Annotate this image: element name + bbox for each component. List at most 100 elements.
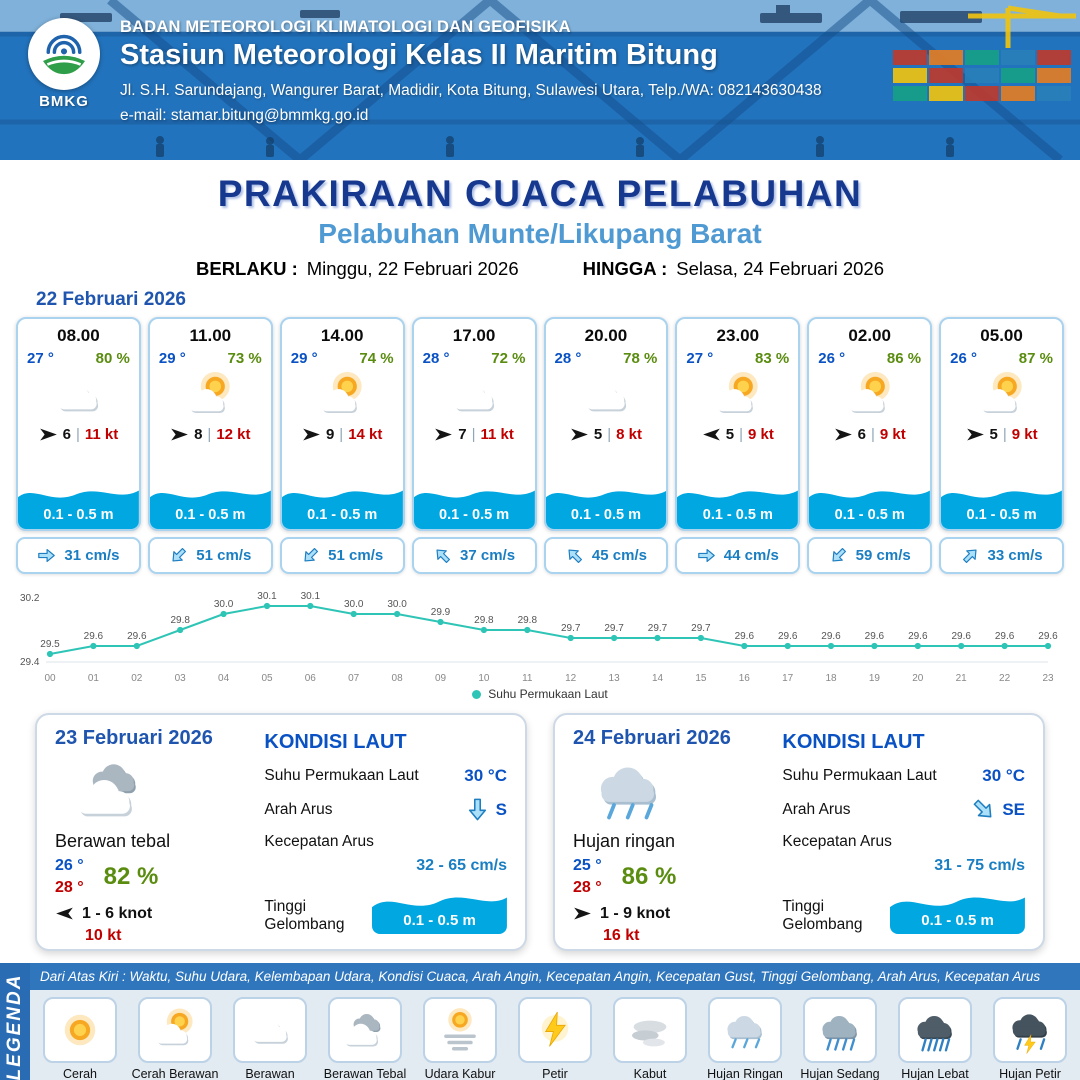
wind-row: 9 | 14 kt bbox=[282, 425, 403, 444]
weather-icon bbox=[18, 368, 139, 424]
current-speed: 51 cm/s bbox=[196, 547, 252, 564]
chart-legend-label: Suhu Permukaan Laut bbox=[488, 687, 608, 701]
legend-item-label: Hujan Lebat bbox=[901, 1067, 969, 1080]
wave-height-band: 0.1 - 0.5 m bbox=[545, 479, 667, 529]
legend-item: Kabut bbox=[605, 997, 695, 1080]
svg-text:29.6: 29.6 bbox=[84, 631, 104, 642]
humidity: 86 % bbox=[621, 862, 677, 890]
wind-row: 5 | 8 kt bbox=[546, 425, 667, 444]
temp-max: 28 ° bbox=[573, 878, 602, 896]
svg-text:05: 05 bbox=[261, 673, 273, 684]
sst-chart-section: 30.2 29.4 29.5 00 29.6 01 29.6 02 29.8 03 30.0 04 30… bbox=[18, 582, 1062, 701]
current-box: 59 cm/s bbox=[807, 537, 933, 574]
legend-item-label: Cerah bbox=[62, 1067, 98, 1080]
legend-item: Cerah Berawan bbox=[130, 997, 220, 1080]
sst-label: Suhu Permukaan Laut bbox=[782, 767, 937, 784]
svg-text:21: 21 bbox=[956, 673, 968, 684]
humidity: 72 % bbox=[491, 350, 526, 367]
wind-gust: 16 kt bbox=[603, 927, 640, 945]
svg-text:29.6: 29.6 bbox=[1038, 631, 1058, 642]
wind-speed: 5 bbox=[989, 426, 998, 443]
sea-conditions-title: KONDISI LAUT bbox=[782, 731, 925, 753]
legend-weather-icon bbox=[803, 997, 877, 1063]
wind-speed: 6 bbox=[62, 426, 71, 443]
svg-text:04: 04 bbox=[218, 673, 230, 684]
svg-text:22: 22 bbox=[999, 673, 1011, 684]
svg-text:15: 15 bbox=[695, 673, 707, 684]
legend-weather-icon bbox=[898, 997, 972, 1063]
wind-row: 5 | 9 kt bbox=[941, 425, 1062, 444]
wave-height: 0.1 - 0.5 m bbox=[570, 507, 641, 523]
weather-icon bbox=[809, 368, 930, 424]
daily-forecast-card: 23 Februari 2026 Berawan tebal 26 ° 28 °… bbox=[35, 713, 527, 951]
daily-forecast-row: 23 Februari 2026 Berawan tebal 26 ° 28 °… bbox=[0, 713, 1080, 951]
bmkg-emblem-icon bbox=[43, 34, 85, 75]
humidity: 83 % bbox=[755, 350, 790, 367]
bmkg-logo-emblem bbox=[28, 18, 100, 90]
legend-item-label: Hujan Petir bbox=[999, 1067, 1061, 1080]
hourly-card-body: 17.00 28 ° 72 % 7 | 11 kt 0.1 - 0.5 m bbox=[411, 317, 537, 531]
legend-weather-icon bbox=[708, 997, 782, 1063]
wave-height: 0.1 - 0.5 m bbox=[403, 912, 476, 929]
forecast-time: 17.00 bbox=[452, 326, 496, 345]
legend-item: Hujan Ringan bbox=[700, 997, 790, 1080]
wave-icon bbox=[941, 490, 1062, 529]
svg-text:30.0: 30.0 bbox=[214, 599, 234, 610]
svg-text:11: 11 bbox=[522, 673, 533, 684]
legend-weather-icon bbox=[613, 997, 687, 1063]
wind-row: 6 | 9 kt bbox=[809, 425, 930, 444]
wind-direction-icon bbox=[570, 425, 589, 444]
weather-icon bbox=[282, 368, 403, 424]
sst-line-chart: 30.2 29.429.5 00 29.6 01 29.6 02 29.8 03 30.0 04 30… bbox=[20, 591, 1058, 684]
humidity: 87 % bbox=[1018, 350, 1053, 367]
wave-height-graphic: 0.1 - 0.5 m bbox=[372, 886, 507, 934]
wave-height: 0.1 - 0.5 m bbox=[921, 912, 994, 929]
svg-text:07: 07 bbox=[348, 673, 360, 684]
legend-title-band: LEGENDA bbox=[0, 963, 30, 1080]
divider: | bbox=[207, 426, 212, 443]
humidity: 78 % bbox=[623, 350, 658, 367]
wind-gust: 11 kt bbox=[84, 426, 119, 443]
current-speed: 31 cm/s bbox=[64, 547, 120, 564]
current-box: 31 cm/s bbox=[16, 537, 141, 574]
svg-text:06: 06 bbox=[305, 673, 317, 684]
legend-weather-icon bbox=[43, 997, 117, 1063]
divider: | bbox=[75, 426, 80, 443]
legend-weather-icon bbox=[328, 997, 402, 1063]
valid-from-label: BERLAKU : bbox=[196, 258, 298, 279]
wind-direction-icon bbox=[39, 425, 58, 444]
hourly-card-body: 08.00 27 ° 80 % 6 | 11 kt 0.1 - 0.5 m bbox=[16, 317, 141, 531]
svg-text:00: 00 bbox=[44, 673, 56, 684]
weather-icon bbox=[414, 368, 535, 424]
svg-text:08: 08 bbox=[392, 673, 404, 684]
svg-text:29.7: 29.7 bbox=[561, 623, 581, 634]
wave-height-graphic: 0.1 - 0.5 m bbox=[890, 886, 1025, 934]
sea-conditions-panel: KONDISI LAUT Suhu Permukaan Laut 30 °C A… bbox=[776, 727, 1025, 937]
hourly-forecast-card: 17.00 28 ° 72 % 7 | 11 kt 0.1 - 0.5 m 37… bbox=[411, 317, 537, 574]
current-direction-icon bbox=[561, 542, 588, 569]
wave-height: 0.1 - 0.5 m bbox=[43, 507, 114, 523]
agency-name: BADAN METEOROLOGI KLIMATOLOGI DAN GEOFIS… bbox=[120, 18, 571, 36]
svg-text:30.2: 30.2 bbox=[20, 593, 40, 604]
humidity: 86 % bbox=[886, 350, 922, 367]
air-temperature: 27 ° bbox=[686, 350, 714, 367]
hourly-card-body: 20.00 28 ° 78 % 5 | 8 kt 0.1 - 0.5 m bbox=[543, 317, 669, 531]
wind-direction-icon bbox=[834, 425, 853, 444]
daily-date: 23 Februari 2026 bbox=[55, 727, 213, 749]
wave-height-label: Tinggi Gelombang bbox=[264, 898, 345, 933]
wave-height-label: Tinggi Gelombang bbox=[782, 898, 863, 933]
svg-text:30.1: 30.1 bbox=[301, 591, 321, 602]
wind-gust: 8 kt bbox=[616, 426, 642, 443]
legend-item-label: Hujan Ringan bbox=[707, 1067, 783, 1080]
wind-speed: 8 bbox=[194, 426, 203, 443]
wind-speed: 9 bbox=[325, 426, 335, 443]
weather-icon bbox=[150, 368, 271, 424]
wind-speed: 6 bbox=[857, 426, 866, 443]
svg-text:29.8: 29.8 bbox=[518, 615, 538, 626]
current-direction-icon bbox=[966, 792, 1001, 827]
wave-icon bbox=[890, 897, 1025, 934]
wave-height-band: 0.1 - 0.5 m bbox=[413, 479, 535, 529]
temp-max: 28 ° bbox=[55, 878, 84, 896]
valid-to-label: HINGGA : bbox=[582, 258, 668, 279]
